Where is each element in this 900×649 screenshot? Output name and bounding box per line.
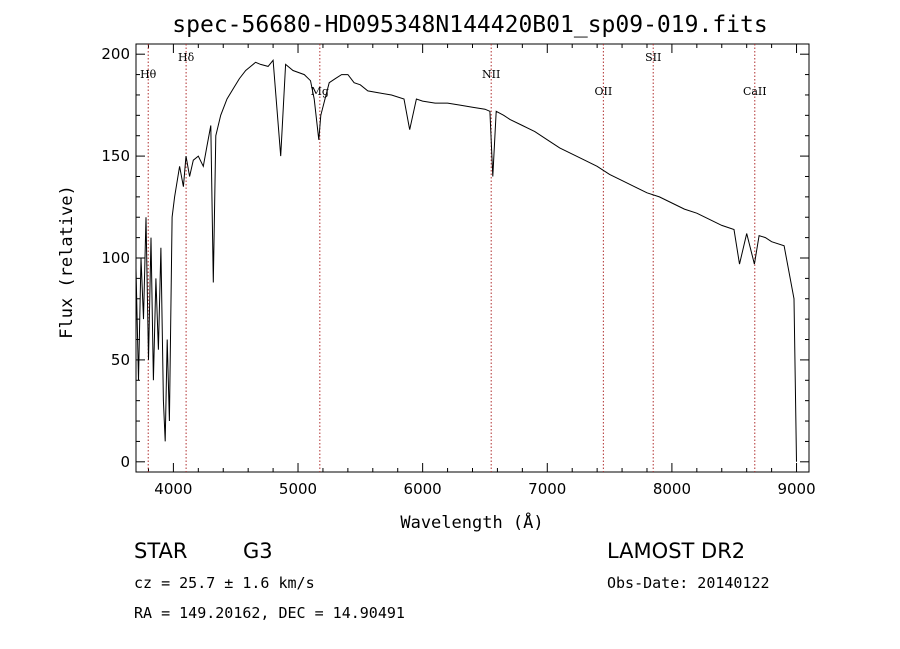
- line-marker-label: OII: [595, 85, 613, 98]
- y-tick-label: 200: [101, 45, 130, 63]
- spectral-line-markers: Hθ Hδ Mg NII OII SII CaII: [140, 44, 767, 472]
- plot-frame: [135, 43, 810, 473]
- x-axis-ticks: 4000 5000 6000 7000 8000 9000: [147, 44, 816, 498]
- x-axis-label: Wavelength (Å): [400, 511, 543, 533]
- y-tick-label: 0: [120, 453, 130, 471]
- y-axis-ticks: 0 50 100 150 200: [101, 45, 809, 471]
- line-marker-label: Mg: [311, 85, 329, 98]
- x-tick-label: 4000: [154, 480, 192, 498]
- x-tick-label: 9000: [777, 480, 815, 498]
- spectrum-line: [135, 59, 797, 462]
- line-marker-label: NII: [482, 68, 500, 81]
- object-class: STAR: [134, 539, 188, 563]
- x-tick-label: 8000: [653, 480, 691, 498]
- spectral-subclass: G3: [243, 539, 273, 563]
- line-marker-label: SII: [645, 51, 661, 64]
- y-tick-label: 50: [111, 351, 130, 369]
- line-marker-label: Hδ: [178, 51, 195, 64]
- x-tick-label: 6000: [404, 480, 442, 498]
- observation-date: Obs-Date: 20140122: [607, 574, 770, 592]
- chart-title: spec-56680-HD095348N144420B01_sp09-019.f…: [172, 12, 767, 38]
- y-tick-label: 100: [101, 249, 130, 267]
- redshift-readout: cz = 25.7 ± 1.6 km/s: [134, 574, 315, 592]
- x-tick-label: 7000: [528, 480, 566, 498]
- y-tick-label: 150: [101, 147, 130, 165]
- survey-label: LAMOST DR2: [607, 539, 746, 563]
- line-marker-label: CaII: [743, 85, 767, 98]
- x-tick-label: 5000: [279, 480, 317, 498]
- y-axis-label: Flux (relative): [57, 185, 77, 339]
- line-marker-label: Hθ: [140, 68, 157, 81]
- coordinates-readout: RA = 149.20162, DEC = 14.90491: [134, 604, 405, 622]
